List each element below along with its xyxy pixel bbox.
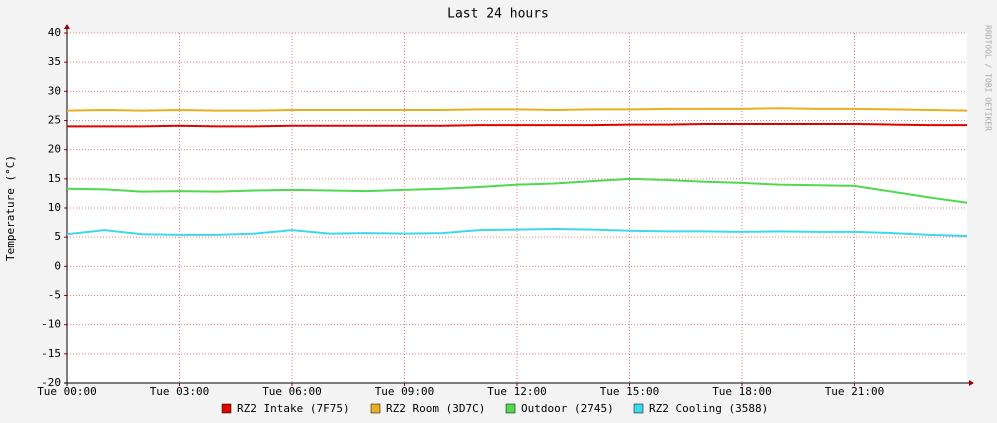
x-tick-label: Tue 09:00 bbox=[375, 385, 435, 398]
x-tick-label: Tue 18:00 bbox=[712, 385, 772, 398]
y-tick-label: 15 bbox=[48, 172, 61, 185]
y-tick-label: 25 bbox=[48, 114, 61, 127]
watermark: RRDTOOL / TOBI OETIKER bbox=[984, 25, 993, 131]
y-axis-label: Temperature (°C) bbox=[4, 155, 17, 261]
y-tick-label: 20 bbox=[48, 143, 61, 156]
x-arrow bbox=[969, 380, 974, 386]
y-tick-label: 10 bbox=[48, 201, 61, 214]
legend-swatch bbox=[221, 403, 232, 414]
legend-label: RZ2 Cooling (3588) bbox=[649, 402, 768, 415]
y-tick-label: 0 bbox=[54, 259, 61, 272]
legend-swatch bbox=[633, 403, 644, 414]
y-tick-label: -20 bbox=[41, 376, 61, 389]
x-tick-label: Tue 03:00 bbox=[150, 385, 210, 398]
y-arrow bbox=[64, 24, 70, 29]
legend-swatch bbox=[370, 403, 381, 414]
series-line bbox=[67, 123, 967, 128]
y-tick-label: 35 bbox=[48, 55, 61, 68]
legend-label: Outdoor (2745) bbox=[521, 402, 614, 415]
x-tick-label: Tue 15:00 bbox=[600, 385, 660, 398]
chart-title: Last 24 hours bbox=[447, 7, 549, 22]
x-tick-label: Tue 00:00 bbox=[37, 385, 97, 398]
x-tick-label: Tue 12:00 bbox=[487, 385, 547, 398]
y-tick-label: 30 bbox=[48, 84, 61, 97]
x-tick-label: Tue 06:00 bbox=[262, 385, 322, 398]
legend-swatch bbox=[505, 403, 516, 414]
series-line bbox=[66, 107, 968, 112]
y-tick-label: -15 bbox=[41, 347, 61, 360]
y-tick-label: -5 bbox=[48, 289, 61, 302]
legend-label: RZ2 Room (3D7C) bbox=[386, 402, 485, 415]
legend-label: RZ2 Intake (7F75) bbox=[237, 402, 350, 415]
y-tick-label: -10 bbox=[41, 318, 61, 331]
series-line bbox=[66, 227, 968, 237]
x-tick-label: Tue 21:00 bbox=[825, 385, 885, 398]
y-tick-label: 5 bbox=[54, 230, 61, 243]
y-tick-label: 40 bbox=[48, 26, 61, 39]
series-line bbox=[66, 177, 968, 204]
